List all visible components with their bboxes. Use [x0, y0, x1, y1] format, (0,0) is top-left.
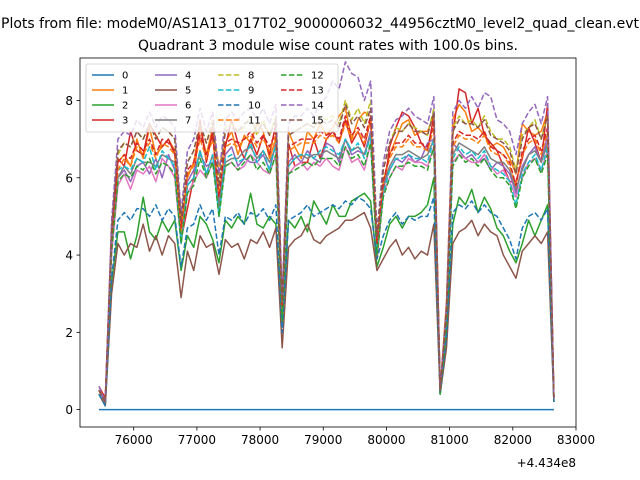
legend-label-15: 15	[311, 116, 324, 127]
x-tick-label: 78000	[241, 433, 279, 447]
series-line-11	[98, 119, 555, 403]
legend-label-6: 6	[185, 101, 191, 112]
y-tick-label: 6	[65, 171, 73, 185]
y-tick-label: 8	[65, 94, 73, 108]
axes: 76000 77000 78000 79000 80000 81000 82000 83000…	[65, 57, 595, 447]
legend-label-11: 11	[248, 116, 261, 127]
legend-label-10: 10	[248, 101, 261, 112]
legend-label-7: 7	[185, 116, 191, 127]
legend-label-4: 4	[185, 71, 191, 82]
legend-label-14: 14	[311, 101, 324, 112]
series-line-15	[98, 103, 555, 403]
series-line-4	[98, 130, 555, 403]
legend-label-3: 3	[122, 116, 128, 127]
legend-label-13: 13	[311, 86, 324, 97]
legend-box	[85, 63, 339, 133]
y-tick-label: 4	[65, 249, 73, 263]
x-tick-label: 76000	[115, 433, 153, 447]
series-line-9	[98, 134, 555, 403]
legend-label-0: 0	[122, 71, 128, 82]
y-tick-label: 2	[65, 326, 73, 340]
y-tick-label: 0	[65, 403, 73, 417]
series-line-6	[98, 142, 555, 403]
figure-suptitle: Plots from file: modeM0/AS1A13_017T02_90…	[1, 16, 639, 32]
x-tick-label: 82000	[494, 433, 532, 447]
x-tick-label: 83000	[557, 433, 595, 447]
series-line-5	[98, 211, 555, 407]
axes-frame	[79, 57, 577, 428]
x-tick-label: 79000	[304, 433, 342, 447]
x-offset-label: +4.434e8	[517, 456, 576, 470]
legend-label-9: 9	[248, 86, 254, 97]
legend-label-5: 5	[185, 86, 191, 97]
series-line-10	[98, 196, 555, 407]
series-line-7	[98, 134, 555, 403]
chart-title: Quadrant 3 module wise count rates with …	[138, 38, 518, 54]
series-line-12	[98, 142, 555, 403]
legend-label-1: 1	[122, 86, 128, 97]
legend-label-2: 2	[122, 101, 128, 112]
x-tick-label: 80000	[367, 433, 405, 447]
series-line-13	[98, 115, 555, 403]
legend-label-12: 12	[311, 71, 324, 82]
x-tick-label: 77000	[178, 433, 216, 447]
legend-label-8: 8	[248, 71, 254, 82]
x-tick-label: 81000	[431, 433, 469, 447]
